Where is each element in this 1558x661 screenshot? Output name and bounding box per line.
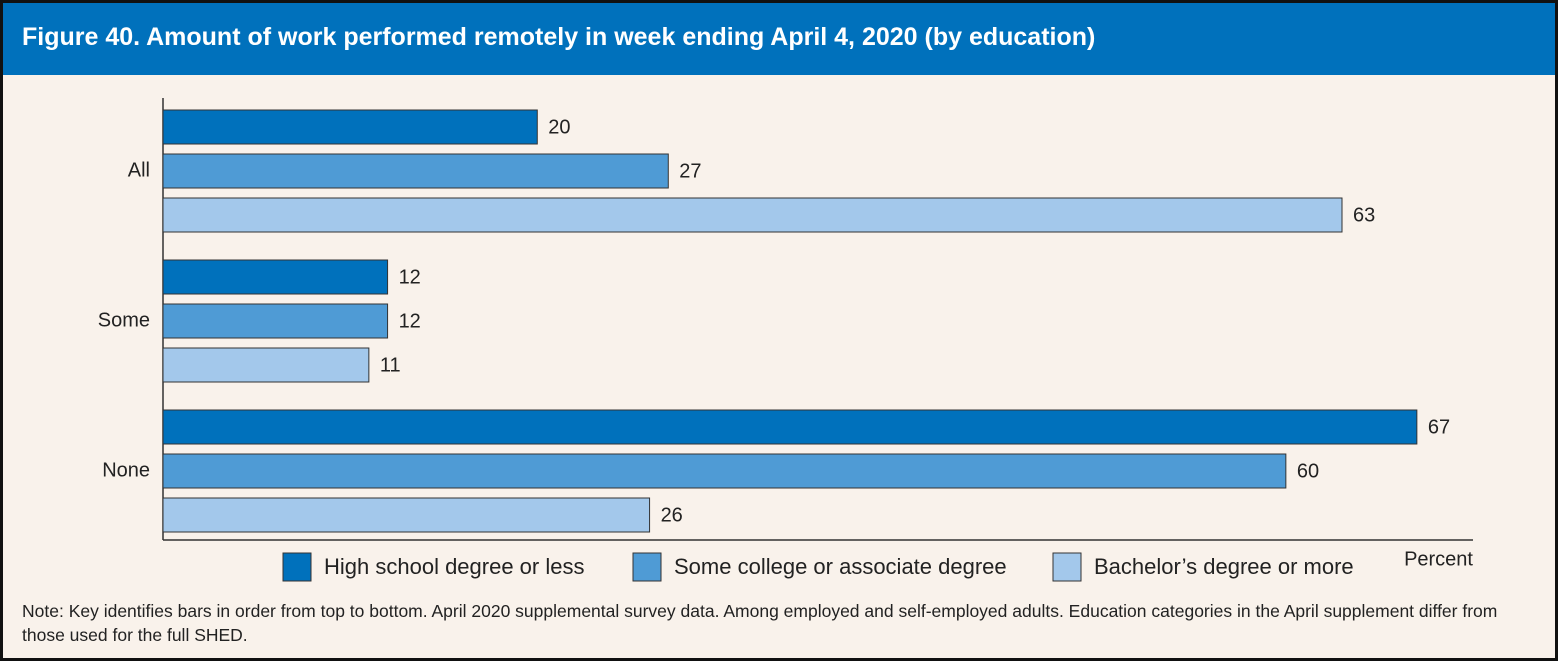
chart-title: Figure 40. Amount of work performed remo… <box>22 23 1096 51</box>
legend-label: High school degree or less <box>324 554 584 579</box>
value-label: 12 <box>399 266 421 288</box>
x-axis-label: Percent <box>1404 548 1473 570</box>
value-label: 20 <box>548 116 570 138</box>
bar <box>162 409 1418 445</box>
chart: Percent All 20 27 63 Some 12 12 11 None 67 60 26 Hig… <box>98 98 1473 582</box>
bar <box>162 453 1287 489</box>
bar <box>162 197 1343 233</box>
value-label: 12 <box>399 310 421 332</box>
y-tick-label: Some <box>98 309 150 331</box>
value-label: 27 <box>679 160 701 182</box>
value-label: 67 <box>1428 416 1450 438</box>
bar <box>162 259 389 295</box>
legend-swatch <box>632 552 662 582</box>
bar <box>162 347 370 383</box>
legend-swatch <box>282 552 312 582</box>
value-label: 26 <box>661 504 683 526</box>
legend-swatch <box>1052 552 1082 582</box>
bar <box>162 303 389 339</box>
legend-label: Bachelor’s degree or more <box>1094 554 1354 579</box>
y-tick-label: None <box>102 459 150 481</box>
bar <box>162 109 538 145</box>
value-label: 63 <box>1353 204 1375 226</box>
y-tick-label: All <box>128 159 150 181</box>
note: Note: Key identifies bars in order from … <box>22 601 1498 645</box>
bar <box>162 497 651 533</box>
value-label: 60 <box>1297 460 1319 482</box>
title-bar: Figure 40. Amount of work performed remo… <box>3 3 1555 75</box>
value-label: 11 <box>380 354 401 376</box>
bar <box>162 153 669 189</box>
legend-label: Some college or associate degree <box>674 554 1007 579</box>
